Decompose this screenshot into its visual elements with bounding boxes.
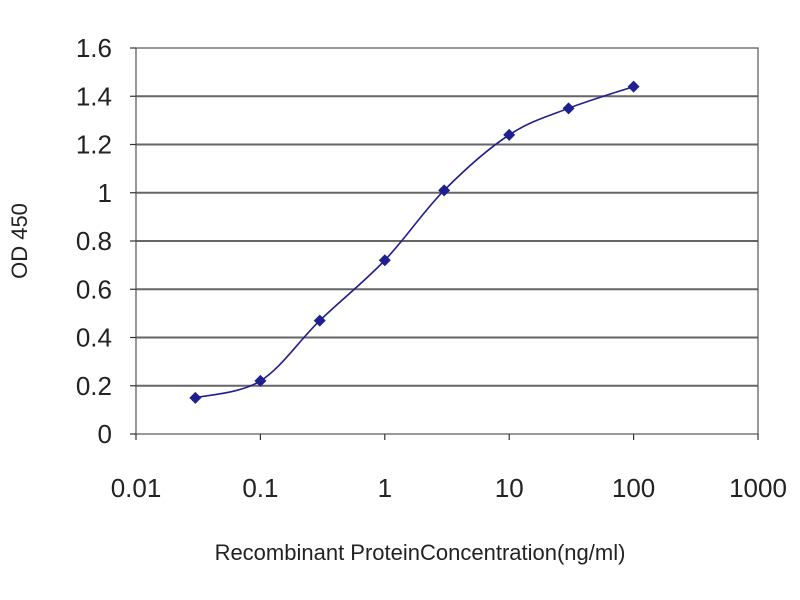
data-point [438,184,451,197]
data-point [627,80,640,93]
data-point [189,391,202,404]
series-line [195,85,634,399]
data-point [254,374,267,387]
data-series [189,80,640,404]
y-axis-ticks: 0 0.2 0.4 0.6 0.8 1 1.2 1.4 1.6 [76,33,136,449]
y-tick-label: 0.2 [76,371,112,401]
y-tick-label: 0.8 [76,226,112,256]
y-tick-label: 1.6 [76,33,112,63]
x-tick-label: 1000 [729,473,787,503]
y-tick-label: 1.2 [76,130,112,160]
y-tick-label: 0.4 [76,323,112,353]
data-point [562,102,575,115]
y-tick-label: 0.6 [76,274,112,304]
y-tick-label: 1 [98,178,112,208]
x-axis-ticks: 0.01 0.1 1 10 100 1000 [111,434,787,503]
x-tick-label: 0.1 [242,473,278,503]
x-axis-title: Recombinant ProteinConcentration(ng/ml) [215,540,626,565]
y-tick-label: 1.4 [76,81,112,111]
x-tick-label: 0.01 [111,473,162,503]
data-point [503,128,516,141]
data-point [378,254,391,267]
data-point [313,314,326,327]
x-tick-label: 1 [378,473,392,503]
y-tick-label: 0 [98,419,112,449]
x-tick-label: 10 [495,473,524,503]
x-tick-label: 100 [612,473,655,503]
grid-lines [136,95,758,387]
y-axis-title: OD 450 [7,203,32,279]
